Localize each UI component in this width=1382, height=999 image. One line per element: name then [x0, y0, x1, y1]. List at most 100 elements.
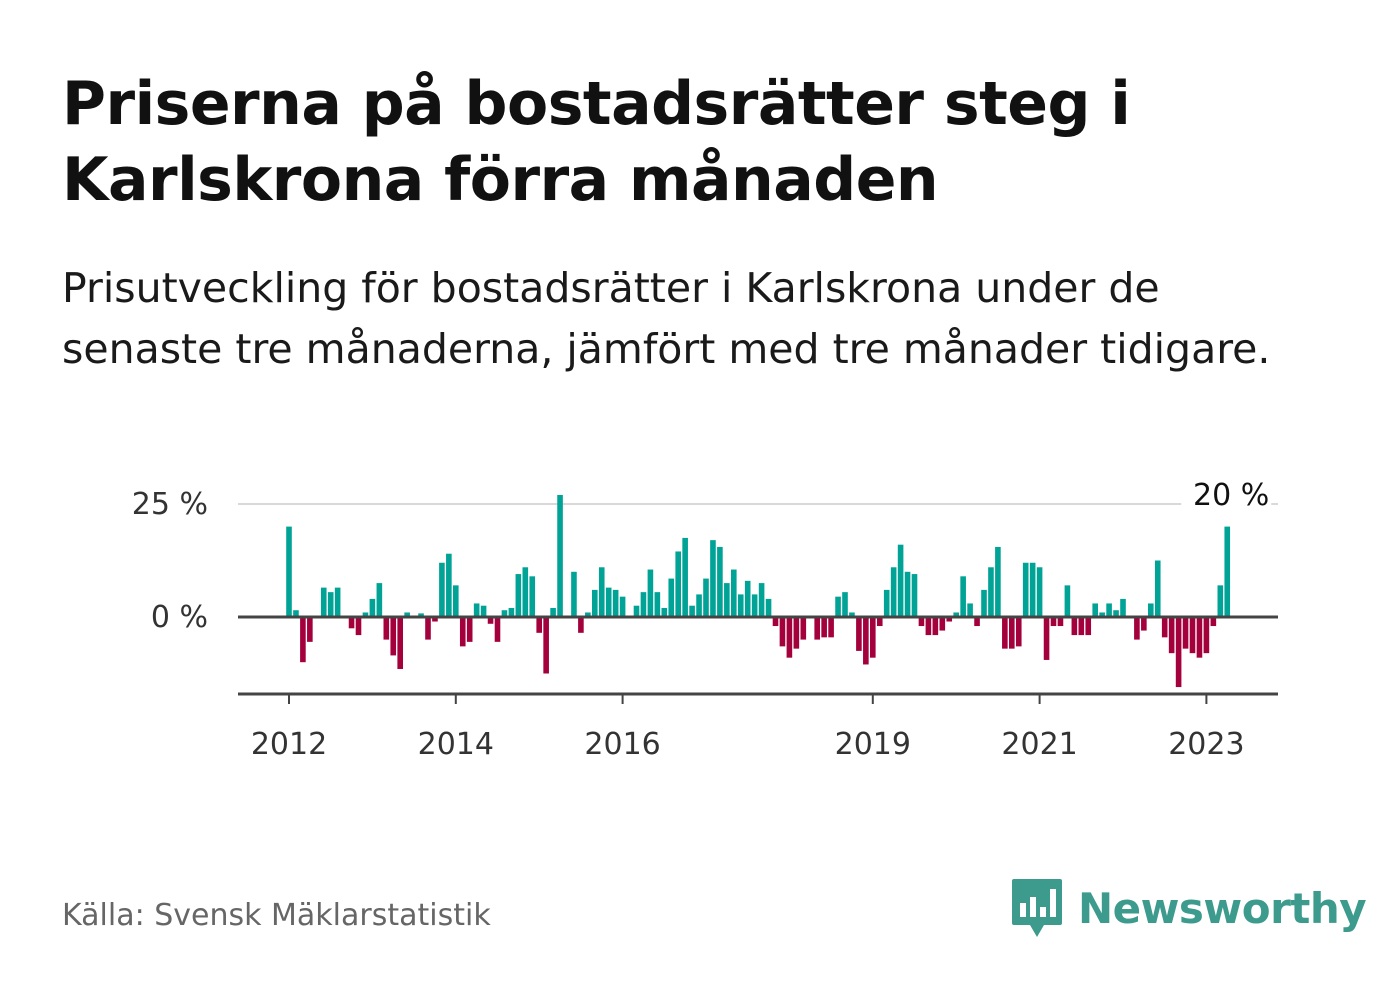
bar [1154, 560, 1161, 617]
bar [327, 592, 334, 617]
bar [515, 574, 522, 617]
bar [731, 569, 737, 617]
bar [536, 617, 542, 633]
bar [974, 617, 980, 627]
bar [1092, 603, 1098, 617]
bar [404, 612, 410, 617]
bar [355, 617, 362, 636]
bar [661, 607, 668, 617]
bar [1022, 562, 1029, 617]
bar [1120, 598, 1126, 617]
bar [376, 583, 383, 617]
bar [418, 613, 424, 617]
bar [640, 592, 647, 617]
bar [1113, 610, 1119, 617]
bar [578, 617, 584, 633]
bar [821, 617, 827, 638]
bar-layer [286, 494, 1231, 688]
bar [668, 578, 675, 617]
bar [786, 617, 793, 658]
bar [953, 612, 959, 617]
bar [696, 594, 702, 617]
bar [675, 551, 681, 617]
bar [1106, 603, 1112, 617]
bar-chart: 0 % 25 % 2012 2014 2016 2019 2021 2023 20 % [132, 476, 1278, 762]
bar [1217, 585, 1224, 617]
bar [487, 617, 494, 624]
label-layer: 0 % 25 % 2012 2014 2016 2019 2021 2023 20 % [132, 476, 1272, 762]
bar [856, 617, 862, 651]
bar [425, 617, 431, 640]
bar [522, 567, 529, 617]
bar [390, 617, 397, 656]
newsworthy-logo[interactable]: Newsworthy [1010, 876, 1367, 940]
bar [918, 617, 925, 627]
bar [1064, 585, 1071, 617]
bar [1071, 617, 1078, 636]
annotation-background [1181, 476, 1272, 514]
bar [793, 617, 800, 649]
bar [1085, 617, 1092, 636]
bar [842, 592, 848, 617]
bar [779, 617, 786, 647]
bar [911, 574, 918, 617]
bar [585, 612, 591, 617]
bar [293, 610, 299, 617]
bar [508, 607, 515, 617]
bar [529, 576, 536, 617]
bar [598, 567, 605, 617]
bar [1050, 617, 1057, 627]
x-tick-label: 2012 [251, 727, 327, 762]
last-value-annotation: 20 % [1193, 478, 1269, 513]
bar [939, 617, 946, 631]
bar [480, 605, 487, 617]
bar [348, 617, 355, 629]
y-tick-label: 0 % [151, 600, 208, 635]
bar [619, 596, 626, 617]
bar [1078, 617, 1085, 636]
bar [925, 617, 932, 636]
bar [501, 610, 508, 617]
source-note: Källa: Svensk Mäklarstatistik [62, 898, 491, 933]
bar [300, 617, 306, 663]
x-tick-label: 2019 [835, 727, 911, 762]
bar [383, 617, 390, 640]
bar [960, 576, 966, 617]
bar [571, 571, 577, 617]
bar [751, 594, 758, 617]
bar [1043, 617, 1050, 660]
bar [876, 617, 883, 627]
bar [1168, 617, 1175, 654]
bar [592, 589, 598, 617]
logo-text: Newsworthy [1078, 883, 1367, 933]
bar [710, 540, 716, 617]
bar [369, 598, 376, 617]
bar [946, 617, 953, 622]
bar [772, 617, 779, 627]
bar [995, 546, 1001, 617]
bar [320, 587, 327, 617]
bar [849, 612, 855, 617]
axis-layer [238, 615, 1278, 704]
bar [1189, 617, 1196, 654]
page-subtitle: Prisutveckling för bostadsrätter i Karls… [62, 264, 1271, 373]
bar [439, 562, 445, 617]
bar [1134, 617, 1140, 640]
bar [1161, 617, 1168, 638]
bar [473, 603, 480, 617]
bar [307, 617, 313, 642]
bar [863, 617, 869, 665]
bar [703, 578, 709, 617]
bar [633, 605, 640, 617]
bar [612, 589, 619, 617]
bar [988, 567, 994, 617]
x-tick-label: 2016 [584, 727, 660, 762]
bar [1210, 617, 1217, 627]
bar [689, 605, 695, 617]
bar [459, 617, 466, 647]
bar [1002, 617, 1008, 649]
bar [1175, 617, 1182, 688]
bar [397, 617, 403, 669]
bar [1036, 567, 1043, 617]
bar [1196, 617, 1203, 658]
